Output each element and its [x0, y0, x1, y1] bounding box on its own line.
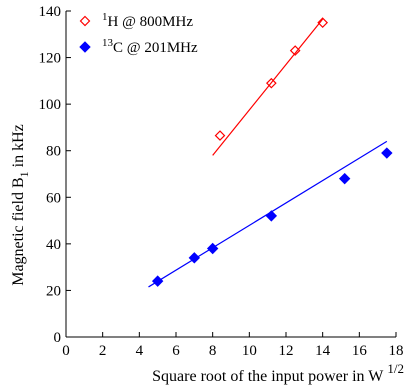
- fit-line-h1: [212, 18, 324, 156]
- y-tick-label-60: 60: [46, 190, 61, 206]
- data-point-h1-0: [214, 130, 226, 141]
- x-axis-label-sup: 1/2: [387, 361, 404, 376]
- y-tick-label-0: 0: [54, 330, 62, 346]
- legend: 1H @ 800MHz 13C @ 201MHz: [79, 11, 198, 56]
- x-axis-label-main: Square root of the input power in W: [152, 368, 384, 385]
- axes: [65, 11, 396, 338]
- data-point-h1-2: [289, 45, 301, 56]
- legend-marker-h1: [79, 15, 91, 27]
- x-tick-label-6: 6: [172, 343, 180, 359]
- data-point-c13-3: [265, 210, 278, 222]
- y-axis-label: Magnetic field B1 in kHz: [10, 124, 31, 286]
- ticks: 0 2 4 6 8 10 12 14 16 18 0 20 40 60 80 100 120 140: [39, 4, 404, 359]
- x-tick-label-12: 12: [279, 343, 294, 359]
- markers: [151, 17, 393, 287]
- x-tick-label-16: 16: [352, 343, 368, 359]
- fit-lines: [148, 18, 388, 288]
- x-tick-label-4: 4: [136, 343, 144, 359]
- legend-label-sup: 1: [102, 11, 108, 23]
- y-tick-label-20: 20: [46, 283, 61, 299]
- legend-marker-c13: [79, 41, 91, 53]
- data-point-c13-2: [206, 242, 219, 255]
- data-point-c13-5: [381, 147, 393, 159]
- x-tick-label-8: 8: [209, 343, 217, 359]
- y-axis-label-sub: 1: [17, 171, 31, 177]
- x-tick-label-10: 10: [242, 343, 257, 359]
- y-tick-label-140: 140: [39, 4, 62, 20]
- legend-label-h1: 1H @ 800MHz: [102, 11, 193, 30]
- y-tick-label-40: 40: [46, 237, 61, 253]
- legend-label-base: C @ 201MHz: [113, 40, 198, 56]
- x-axis-label: Square root of the input power in W 1/2: [152, 361, 404, 385]
- legend-label-sup: 13: [102, 37, 114, 49]
- y-tick-label-100: 100: [39, 97, 62, 113]
- y-tick-label-80: 80: [46, 144, 61, 160]
- data-point-c13-0: [151, 275, 164, 287]
- y-axis-label-tail: in kHz: [10, 124, 27, 171]
- x-tick-label-2: 2: [99, 343, 107, 359]
- data-point-c13-1: [188, 252, 201, 264]
- legend-label-c13: 13C @ 201MHz: [102, 37, 198, 56]
- x-tick-label-14: 14: [315, 343, 331, 359]
- legend-label-base: H @ 800MHz: [108, 14, 194, 30]
- data-point-h1-3: [317, 17, 329, 28]
- data-point-h1-1: [265, 77, 277, 89]
- x-tick-label-18: 18: [389, 343, 404, 359]
- data-point-c13-4: [338, 172, 351, 185]
- x-tick-label-0: 0: [62, 343, 70, 359]
- y-axis-label-main: Magnetic field B: [10, 177, 27, 285]
- y-tick-label-120: 120: [39, 51, 62, 67]
